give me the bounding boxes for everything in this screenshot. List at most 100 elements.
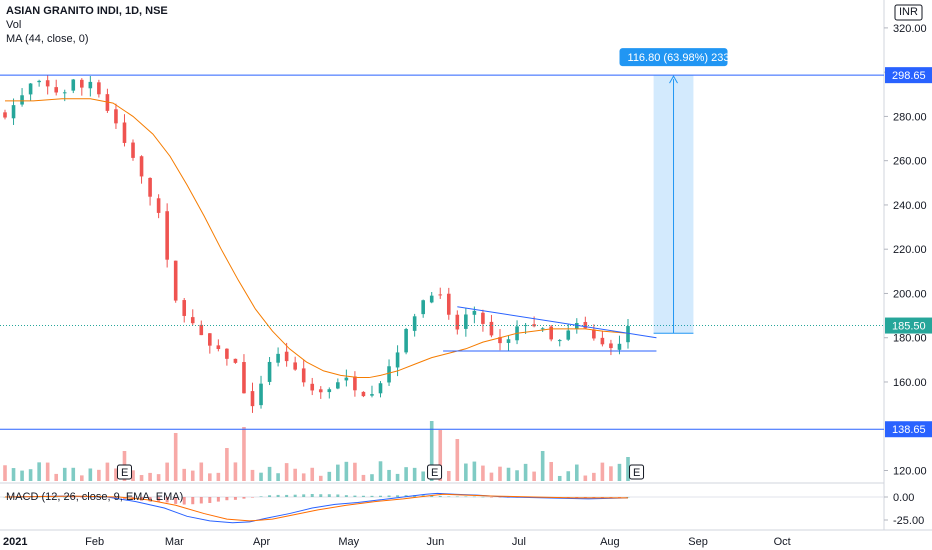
candle-body xyxy=(97,82,101,95)
macd-histogram-bar xyxy=(302,494,306,497)
candle-body xyxy=(626,326,630,343)
macd-histogram-bar xyxy=(233,497,237,500)
macd-histogram-bar xyxy=(438,495,442,497)
macd-histogram-bar xyxy=(404,495,408,497)
macd-histogram-bar xyxy=(447,496,451,497)
macd-histogram-bar xyxy=(319,494,323,497)
candle-body xyxy=(600,337,605,345)
macd-histogram-bar xyxy=(80,497,84,498)
volume-bar xyxy=(532,471,536,481)
volume-legend: Vol xyxy=(6,19,22,31)
macd-histogram-bar xyxy=(609,497,613,498)
candle-body xyxy=(609,343,613,349)
macd-histogram-bar xyxy=(472,496,476,498)
macd-histogram-bar xyxy=(225,497,229,501)
candle-body xyxy=(225,348,229,359)
earnings-marker-box xyxy=(427,464,443,480)
volume-bar xyxy=(609,466,613,481)
volume-bar xyxy=(242,427,246,481)
volume-bar xyxy=(464,463,468,481)
macd-histogram-bar xyxy=(361,495,365,497)
time-tick-label: May xyxy=(338,536,359,548)
candle-body xyxy=(446,293,451,315)
macd-histogram-bar xyxy=(122,497,126,500)
time-tick-label: Sep xyxy=(688,536,708,548)
macd-histogram-bar xyxy=(455,496,459,498)
volume-bar xyxy=(156,474,161,481)
volume-bar xyxy=(71,467,76,481)
candle-body xyxy=(370,394,374,396)
candle-body xyxy=(71,79,76,91)
volume-bar xyxy=(62,467,67,481)
price-tick-label: 260.00 xyxy=(893,156,927,168)
earnings-marker-label: E xyxy=(121,467,128,479)
candle-body xyxy=(148,177,152,197)
measure-label-box xyxy=(619,48,728,67)
volume-bar xyxy=(489,472,494,481)
volume-bar xyxy=(310,467,315,481)
candle-body xyxy=(336,382,340,389)
earnings-marker-label: E xyxy=(431,467,438,479)
volume-bar xyxy=(378,461,383,481)
candle-body xyxy=(566,330,571,340)
volume-bar xyxy=(515,470,519,481)
candle-body xyxy=(45,80,50,87)
volume-bar xyxy=(284,463,289,481)
price-tick-label: 180.00 xyxy=(893,333,927,345)
candle-body xyxy=(208,333,212,346)
candle-body xyxy=(80,79,84,88)
candle-body xyxy=(353,376,357,391)
macd-histogram-bar xyxy=(208,497,212,503)
macd-histogram-bar xyxy=(464,496,468,498)
candle-body xyxy=(455,314,460,330)
volume-bar xyxy=(37,462,41,481)
volume-bar xyxy=(54,473,59,481)
candle-body xyxy=(540,328,545,330)
volume-bar xyxy=(105,462,110,481)
level-badge xyxy=(885,421,932,438)
macd-histogram-bar xyxy=(37,496,41,498)
candle-body xyxy=(259,383,263,406)
macd-histogram-bar xyxy=(88,497,92,498)
price-tick-label: 200.00 xyxy=(893,288,927,300)
macd-histogram-bar xyxy=(174,497,178,504)
candle-body xyxy=(28,83,33,95)
price-tick-label: 320.00 xyxy=(893,23,927,35)
candle-body xyxy=(489,321,494,336)
volume-bar xyxy=(429,421,434,481)
volume-bar xyxy=(506,467,511,481)
macd-histogram-bar xyxy=(379,495,383,497)
macd-histogram-bar xyxy=(63,496,67,498)
volume-bar xyxy=(233,462,238,481)
candle-body xyxy=(498,337,502,344)
currency-box xyxy=(894,4,923,21)
macd-tick-label: -25.00 xyxy=(893,515,924,527)
macd-histogram-bar xyxy=(216,497,220,502)
candle-body xyxy=(617,343,622,350)
volume-bar xyxy=(404,467,408,481)
volume-bar xyxy=(259,472,263,481)
volume-bar xyxy=(318,475,323,481)
macd-histogram-bar xyxy=(430,495,434,497)
candle-body xyxy=(190,317,195,324)
volume-bar xyxy=(574,464,579,481)
volume-bar xyxy=(20,470,24,481)
candle-body xyxy=(199,324,204,336)
time-tick-label: 2021 xyxy=(3,536,27,548)
volume-bar xyxy=(148,472,152,481)
volume-bar xyxy=(421,471,425,481)
volume-bar xyxy=(412,467,417,481)
macd-histogram-bar xyxy=(626,497,630,498)
macd-histogram-bar xyxy=(293,494,297,497)
volume-bar xyxy=(617,463,622,481)
time-tick-label: Jul xyxy=(512,536,526,548)
candle-body xyxy=(506,339,511,343)
earnings-marker-label: E xyxy=(633,467,640,479)
volume-bar xyxy=(11,468,16,481)
volume-bar xyxy=(549,461,553,481)
macd-histogram-bar xyxy=(71,497,75,498)
candle-body xyxy=(284,351,289,362)
signal-line xyxy=(4,493,628,522)
macd-histogram-bar xyxy=(285,494,289,497)
